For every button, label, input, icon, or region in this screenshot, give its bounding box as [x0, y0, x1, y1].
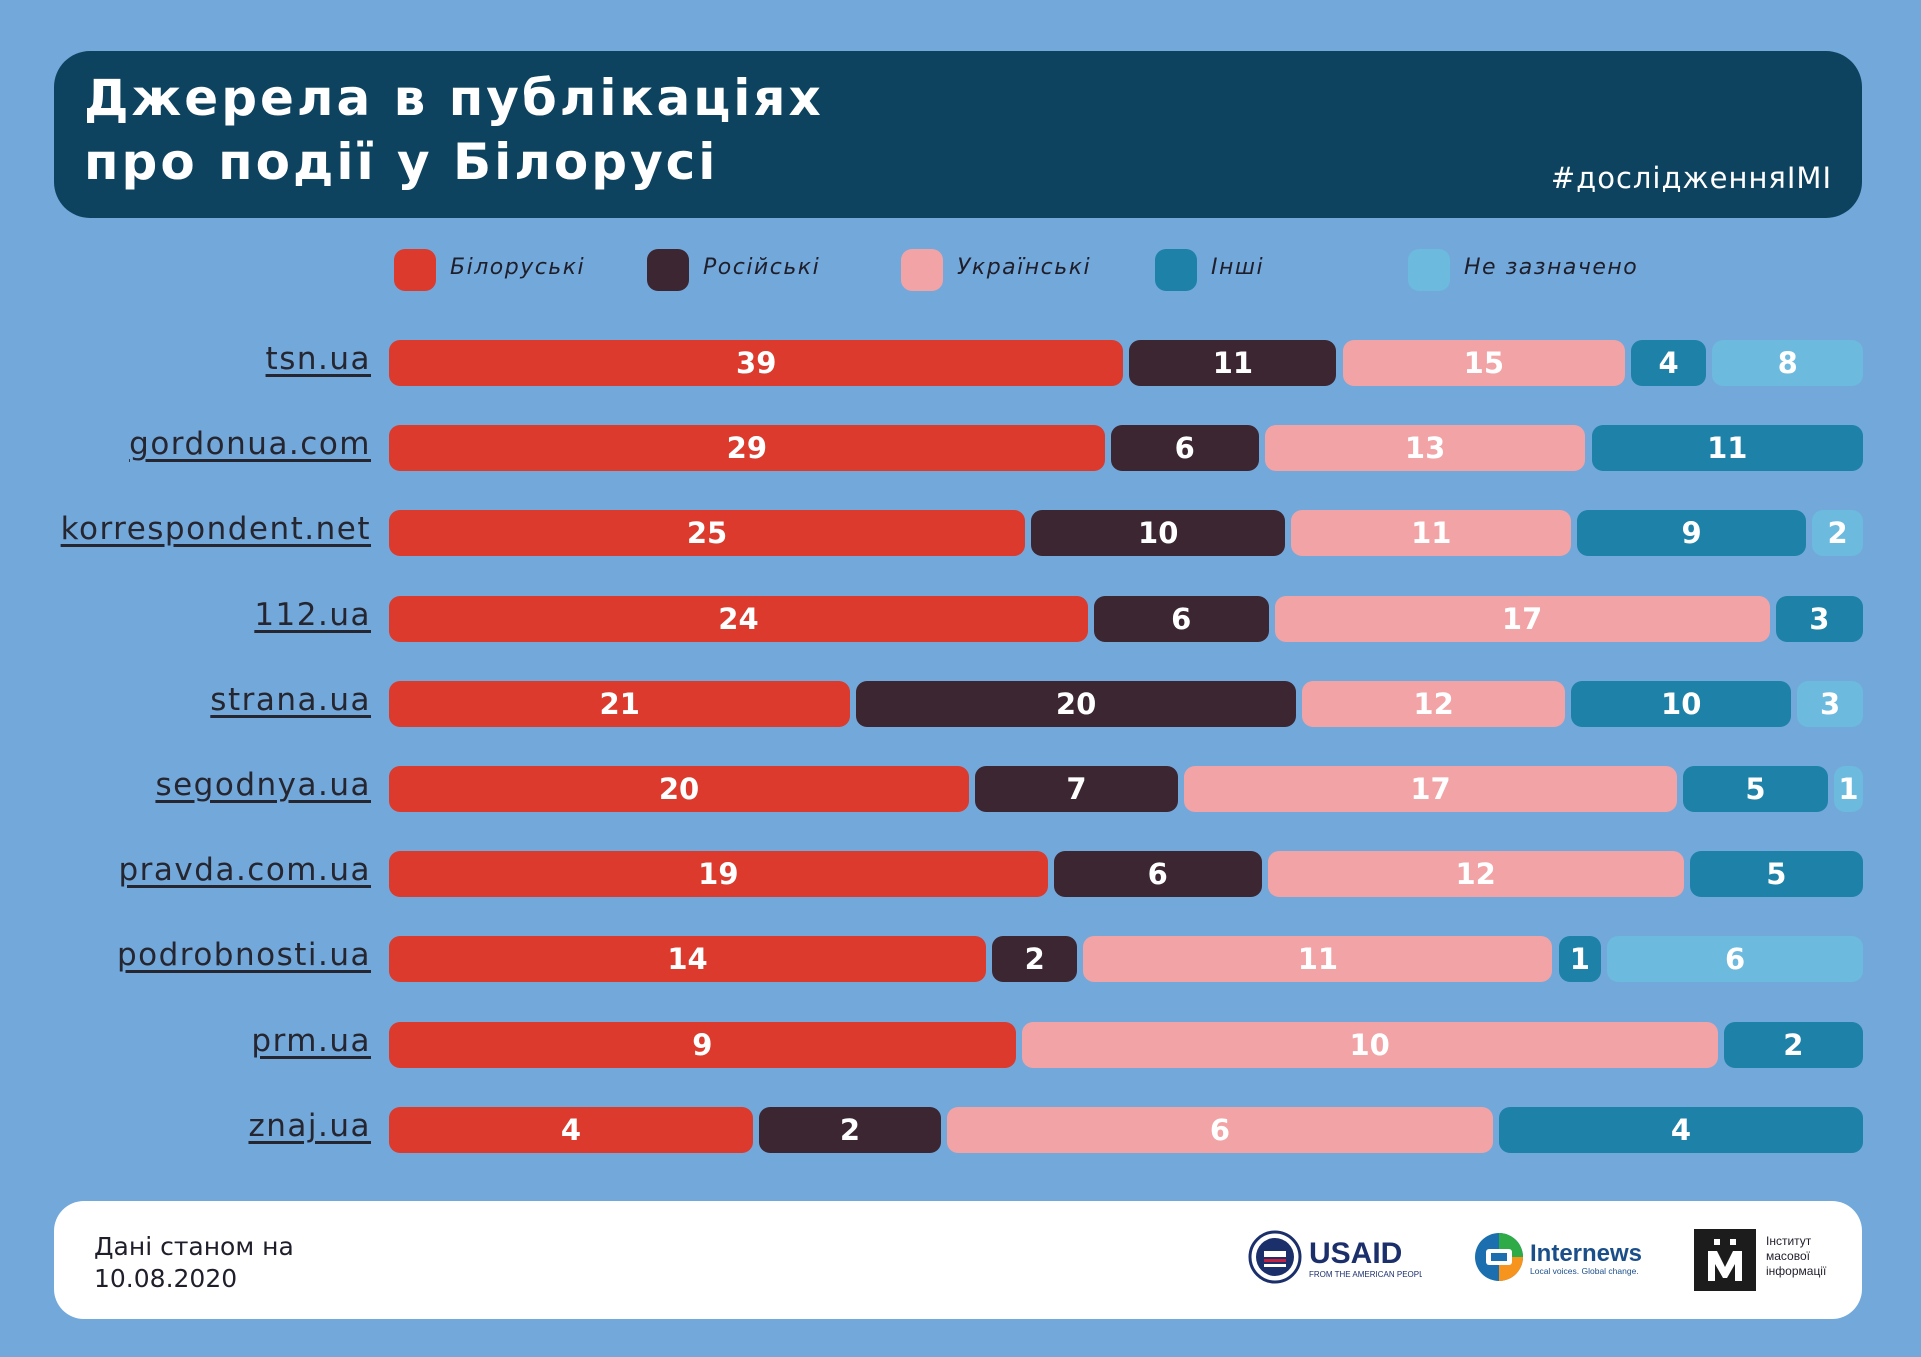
bar-segment: 12 — [1301, 681, 1566, 727]
bar-segment: 10 — [1571, 681, 1792, 727]
bar-segment: 2 — [992, 936, 1078, 982]
legend-label: Українські — [957, 255, 1092, 280]
imi-logo: Інститут масової інформації — [1694, 1229, 1827, 1291]
bar-segment: 13 — [1264, 425, 1586, 471]
category-label: znaj.ua — [248, 1108, 371, 1144]
category-label: podrobnosti.ua — [116, 937, 371, 973]
bar-segment: 19 — [389, 851, 1048, 897]
bar-segment: 7 — [975, 766, 1178, 812]
category-label: segodnya.ua — [155, 767, 371, 803]
category-label: tsn.ua — [265, 341, 371, 377]
bar-segment: 5 — [1683, 766, 1828, 812]
bar-segment: 20 — [856, 681, 1296, 727]
category-label: strana.ua — [210, 682, 371, 718]
bar-segment: 9 — [1577, 510, 1807, 556]
legend-label: Інші — [1211, 255, 1265, 280]
bar-segment: 14 — [389, 936, 987, 982]
legend-swatch — [394, 249, 436, 291]
data-date-label: Дані станом на — [94, 1232, 294, 1261]
bar-segment: 11 — [1591, 425, 1863, 471]
bar-segment: 3 — [1775, 596, 1863, 642]
usaid-tagline: FROM THE AMERICAN PEOPLE — [1309, 1270, 1422, 1279]
bar-segment: 24 — [389, 596, 1088, 642]
internews-wordmark: Internews — [1530, 1240, 1642, 1267]
bar-segment: 25 — [389, 510, 1025, 556]
header-banner: Джерела в публікаціях про події у Білору… — [54, 51, 1862, 218]
data-date-value: 10.08.2020 — [94, 1264, 238, 1293]
bar-segment: 6 — [947, 1107, 1493, 1153]
bar-segment: 1 — [1558, 936, 1602, 982]
data-date-note: Дані станом на 10.08.2020 — [94, 1231, 294, 1295]
bar-segment: 39 — [389, 340, 1124, 386]
bar-segment: 10 — [1021, 1022, 1718, 1068]
bar-segment: 1 — [1834, 766, 1863, 812]
bar-segment: 4 — [1499, 1107, 1863, 1153]
category-label: korrespondent.net — [60, 511, 371, 547]
bar-segment: 4 — [389, 1107, 753, 1153]
bar-segment: 6 — [1093, 596, 1269, 642]
bar-segment: 10 — [1031, 510, 1286, 556]
bar-segment: 29 — [389, 425, 1105, 471]
bar-segment: 9 — [389, 1022, 1016, 1068]
legend-label: Білоруські — [450, 255, 586, 280]
legend-swatch — [1155, 249, 1197, 291]
bar-segment: 8 — [1712, 340, 1863, 386]
bar-segment: 11 — [1291, 510, 1572, 556]
chart-title-line-1: Джерела в публікаціях — [84, 69, 824, 127]
bar-segment: 11 — [1083, 936, 1553, 982]
category-label: gordonua.com — [129, 426, 371, 462]
category-label: prm.ua — [251, 1023, 371, 1059]
internews-tagline: Local voices. Global change. — [1530, 1266, 1639, 1276]
usaid-logo: USAID FROM THE AMERICAN PEOPLE — [1248, 1230, 1422, 1284]
bar-segment: 17 — [1184, 766, 1677, 812]
bar-segment: 5 — [1689, 851, 1863, 897]
chart-title-line-2: про події у Білорусі — [84, 133, 719, 191]
bar-segment: 4 — [1631, 340, 1707, 386]
bar-segment: 3 — [1797, 681, 1863, 727]
bar-segment: 2 — [759, 1107, 941, 1153]
usaid-wordmark: USAID — [1309, 1237, 1402, 1270]
bar-segment: 6 — [1053, 851, 1262, 897]
imi-text-line-3: інформації — [1766, 1264, 1827, 1278]
bar-segment: 6 — [1110, 425, 1259, 471]
bar-segment: 17 — [1274, 596, 1770, 642]
legend-swatch — [901, 249, 943, 291]
imi-text-line-2: масової — [1766, 1249, 1811, 1263]
bar-segment: 21 — [389, 681, 851, 727]
footer-panel: Дані станом на 10.08.2020 USAID FROM THE… — [54, 1201, 1862, 1319]
bar-segment: 20 — [389, 766, 969, 812]
hashtag: #дослідженняIMI — [1550, 161, 1832, 195]
category-label: pravda.com.ua — [118, 852, 371, 888]
bar-segment: 12 — [1267, 851, 1684, 897]
bar-segment: 2 — [1812, 510, 1863, 556]
legend-swatch — [1408, 249, 1450, 291]
imi-text-line-1: Інститут — [1766, 1234, 1812, 1248]
bar-segment: 15 — [1342, 340, 1626, 386]
legend-label: Російські — [703, 255, 821, 280]
legend-swatch — [647, 249, 689, 291]
bar-segment: 11 — [1129, 340, 1337, 386]
bar-segment: 6 — [1607, 936, 1863, 982]
bar-segment: 2 — [1723, 1022, 1863, 1068]
category-label: 112.ua — [254, 597, 371, 633]
legend-label: Не зазначено — [1464, 255, 1639, 280]
internews-logo: Internews Local voices. Global change. — [1475, 1233, 1642, 1281]
